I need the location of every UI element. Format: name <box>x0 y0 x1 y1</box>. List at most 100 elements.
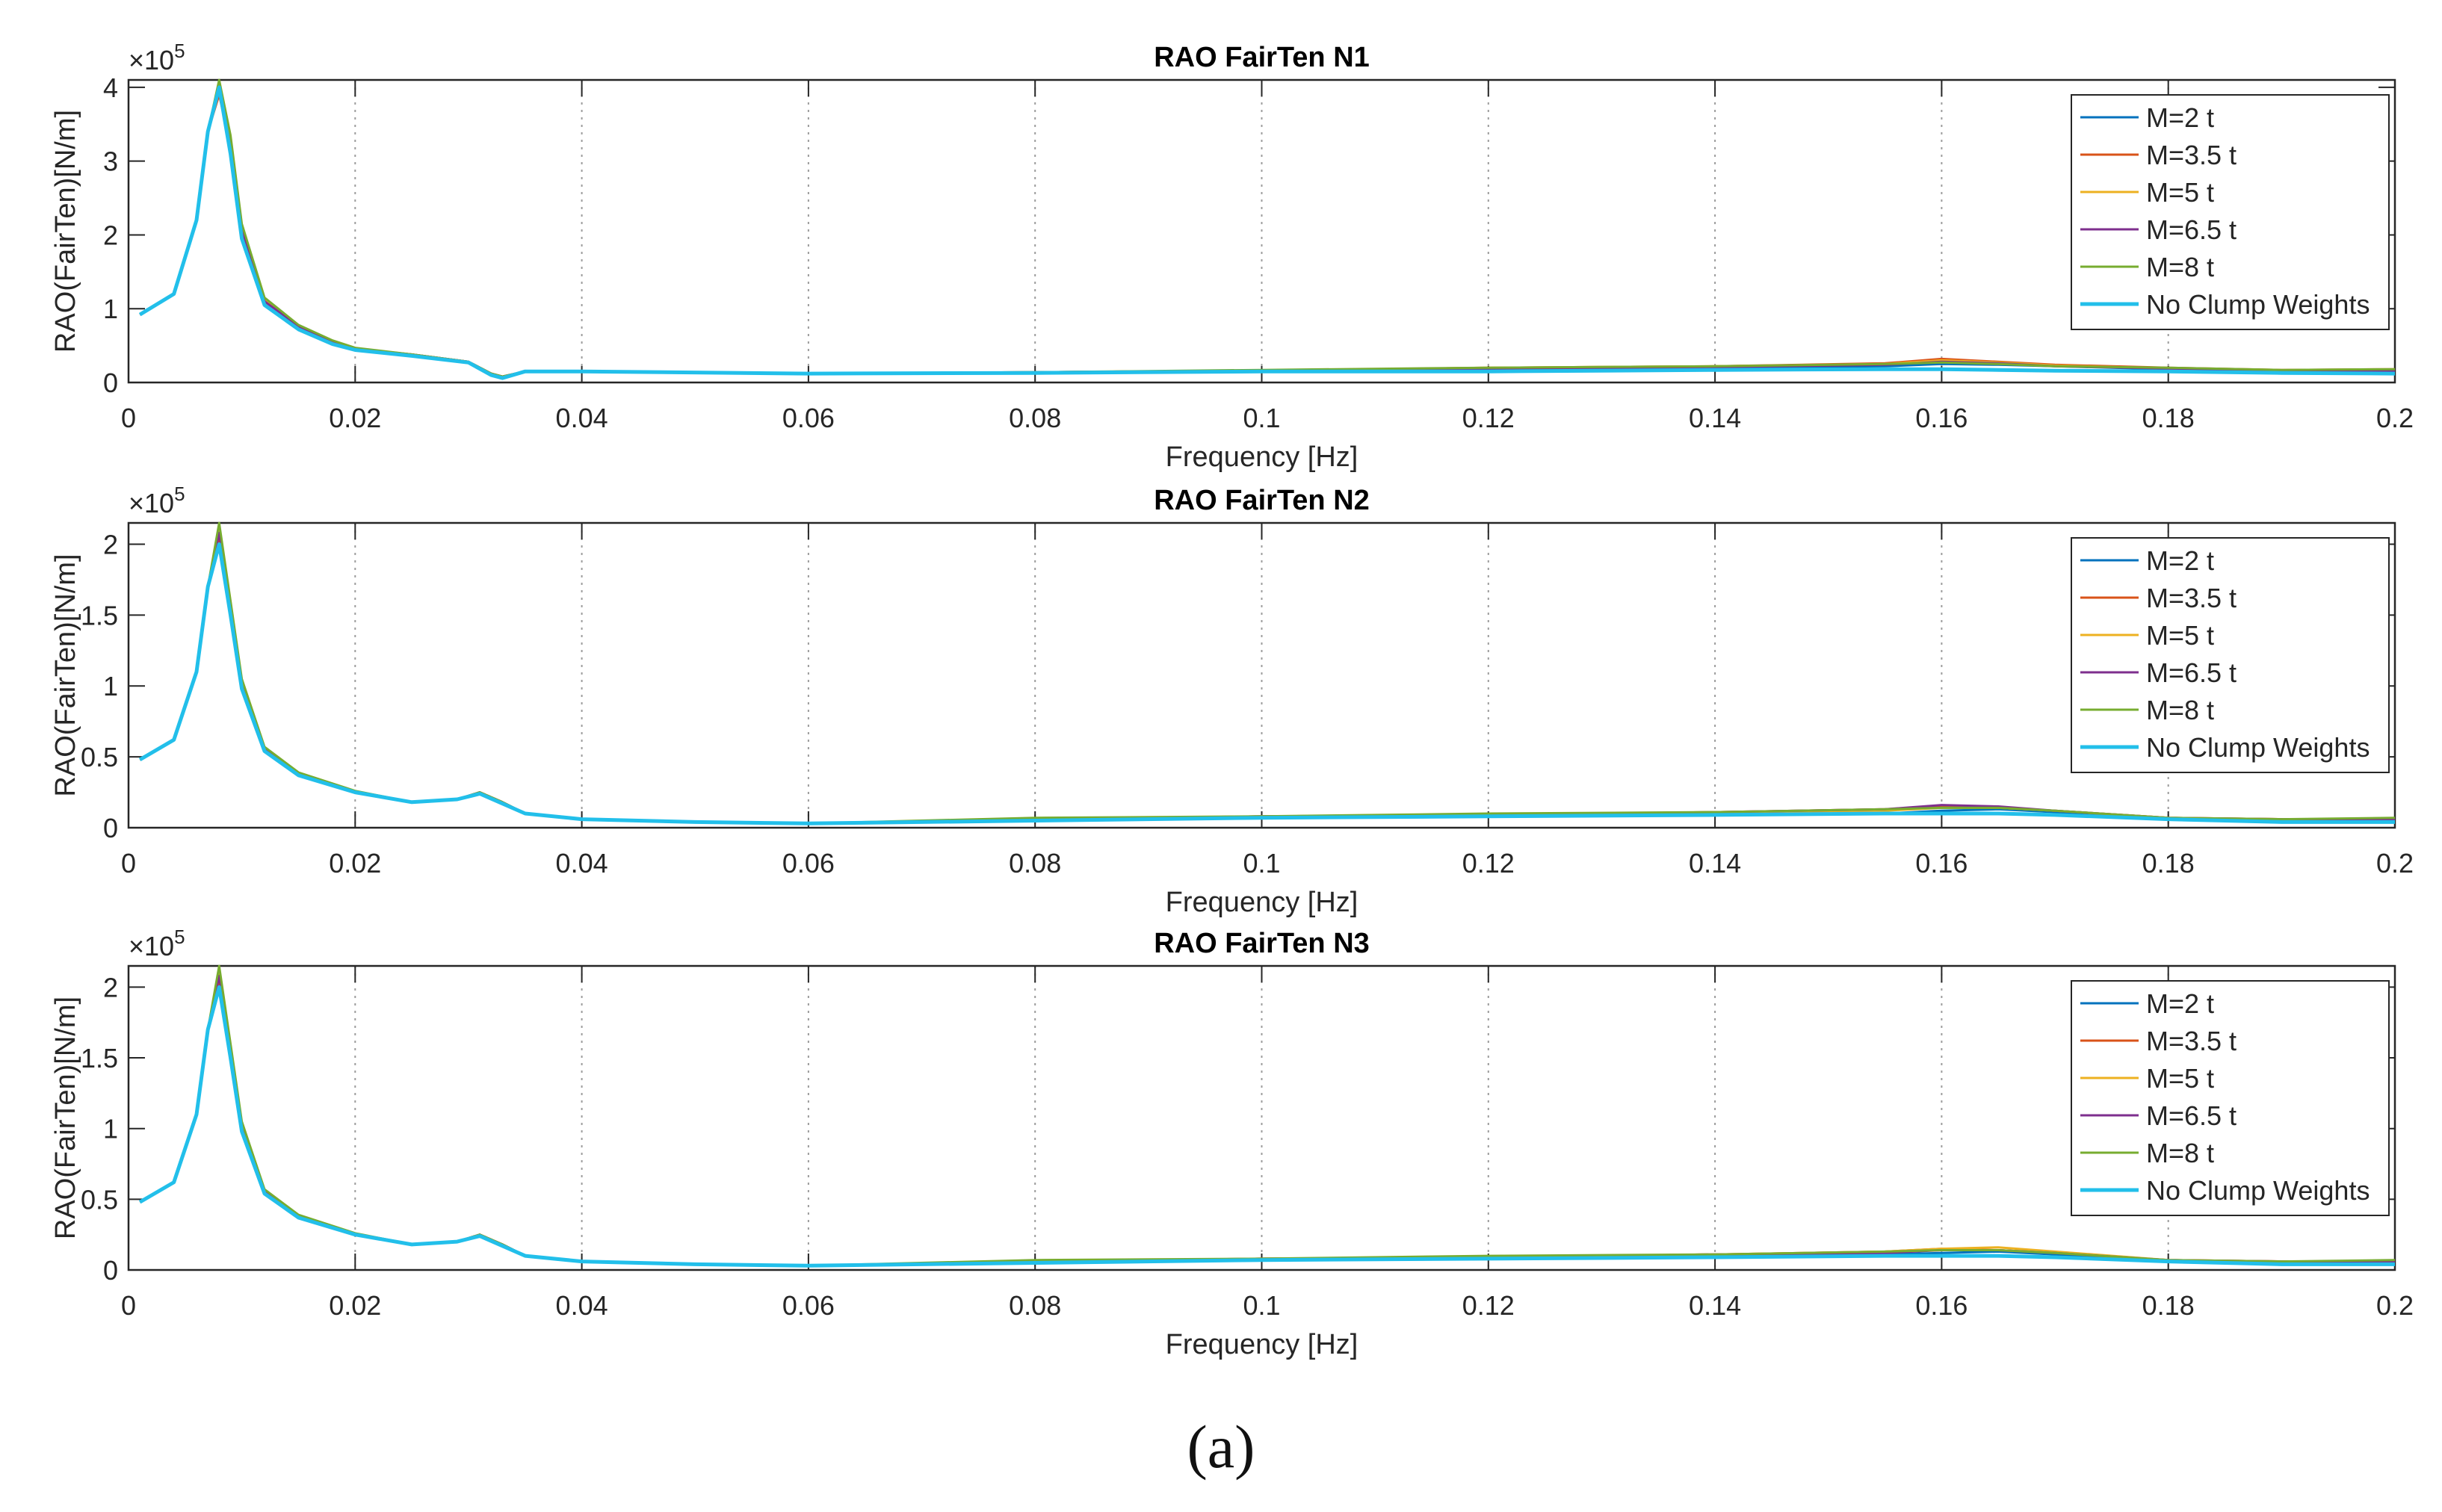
series-line-5 <box>139 964 2396 1267</box>
figure-caption: (a) <box>1187 1413 1255 1481</box>
x-tick-label: 0.16 <box>1915 403 1967 433</box>
x-tick-label: 0 <box>121 1290 136 1321</box>
x-axis-label: Frequency [Hz] <box>1166 887 1358 918</box>
x-tick-label: 0.2 <box>2376 403 2414 433</box>
legend: M=2 t M=3.5 t M=5 t M=6.5 t M=8 t No Clump We… <box>2071 980 2390 1216</box>
y-axis-label: RAO(FairTen)[N/m] <box>50 997 81 1239</box>
x-tick-label: 0.2 <box>2376 848 2414 879</box>
legend-label: M=8 t <box>2146 695 2214 725</box>
y-axis-label: RAO(FairTen)[N/m] <box>50 554 81 796</box>
legend-label: M=3.5 t <box>2146 1026 2237 1056</box>
y-tick-label: 0 <box>103 368 118 398</box>
legend-label: M=2 t <box>2146 102 2214 133</box>
legend-label: M=5 t <box>2146 177 2214 208</box>
legend-label: M=8 t <box>2146 1138 2214 1168</box>
y-tick-label: 0.5 <box>81 742 118 772</box>
legend-label: M=5 t <box>2146 620 2214 651</box>
series-line-3 <box>139 526 2395 825</box>
x-tick-label: 0.14 <box>1689 848 1741 879</box>
legend-label: M=3.5 t <box>2146 583 2237 613</box>
x-tick-label: 0.1 <box>1243 848 1280 879</box>
x-tick-label: 0.2 <box>2376 1290 2414 1321</box>
legend: M=2 t M=3.5 t M=5 t M=6.5 t M=8 t No Clump We… <box>2071 537 2390 773</box>
series-line-4 <box>139 531 2395 825</box>
series-line-4 <box>139 974 2395 1267</box>
y-tick-label: 4 <box>103 72 118 103</box>
legend-label: M=3.5 t <box>2146 140 2237 170</box>
series-line-3 <box>139 82 2396 378</box>
legend-label: M=6.5 t <box>2146 1100 2237 1131</box>
x-tick-label: 0.08 <box>1009 403 1061 433</box>
y-tick-label: 1 <box>103 671 118 701</box>
x-tick-label: 0.06 <box>782 1290 835 1321</box>
y-tick-label: 0 <box>103 813 118 843</box>
x-tick-label: 0 <box>121 848 136 879</box>
y-tick-label: 1.5 <box>81 600 118 630</box>
y-axis-label: RAO(FairTen)[N/m] <box>50 110 81 353</box>
y-tick-label: 2 <box>103 972 118 1003</box>
series-line-5 <box>139 521 2396 825</box>
y-tick-label: 1 <box>103 1114 118 1144</box>
x-axis-label: Frequency [Hz] <box>1166 1329 1358 1360</box>
series-line-1 <box>139 86 2395 378</box>
legend-box <box>2071 537 2390 773</box>
chart-title: RAO FairTen N3 <box>1154 928 1370 959</box>
y-tick-label: 3 <box>103 146 118 177</box>
x-tick-label: 0.14 <box>1689 1290 1741 1321</box>
y-tick-label: 0.5 <box>81 1184 118 1215</box>
x-tick-label: 0.06 <box>782 848 835 879</box>
legend-label: M=6.5 t <box>2146 214 2237 245</box>
x-tick-label: 0.08 <box>1009 848 1061 879</box>
x-tick-label: 0.14 <box>1689 403 1741 433</box>
x-tick-label: 0.04 <box>556 1290 608 1321</box>
y-exponent-label: ×105 <box>129 926 185 961</box>
y-tick-label: 1.5 <box>81 1043 118 1073</box>
x-tick-label: 0.06 <box>782 403 835 433</box>
series-line-5 <box>139 78 2396 378</box>
x-tick-label: 0.04 <box>556 403 608 433</box>
y-tick-label: 2 <box>103 529 118 560</box>
series-line-6 <box>138 542 2395 825</box>
series-line-4 <box>139 90 2395 378</box>
y-tick-label: 2 <box>103 220 118 250</box>
legend-label: M=6.5 t <box>2146 657 2237 688</box>
legend-label: No Clump Weights <box>2146 289 2370 320</box>
x-tick-label: 0.16 <box>1915 848 1967 879</box>
x-tick-label: 0.02 <box>329 1290 381 1321</box>
x-tick-label: 0.1 <box>1243 403 1280 433</box>
x-tick-label: 0.12 <box>1462 403 1515 433</box>
x-tick-label: 0.12 <box>1462 1290 1515 1321</box>
legend-label: M=8 t <box>2146 252 2214 282</box>
series-line-2 <box>139 93 2396 378</box>
x-tick-label: 0.18 <box>2142 403 2195 433</box>
series-line-2 <box>139 979 2395 1267</box>
legend-label: No Clump Weights <box>2146 1175 2370 1206</box>
legend-label: M=2 t <box>2146 545 2214 576</box>
series-line-2 <box>139 536 2395 825</box>
y-tick-label: 1 <box>103 294 118 324</box>
series-line-1 <box>139 972 2395 1267</box>
legend-label: M=5 t <box>2146 1063 2214 1094</box>
y-exponent-label: ×105 <box>129 483 185 518</box>
series-line-6 <box>138 85 2396 380</box>
x-tick-label: 0.16 <box>1915 1290 1967 1321</box>
y-tick-label: 0 <box>103 1255 118 1286</box>
legend: M=2 t M=3.5 t M=5 t M=6.5 t M=8 t No Clump We… <box>2071 94 2390 330</box>
chart-panel-2: 0 0.02 0.04 0.06 0.08 0.1 0.12 0.14 0.16 0.18 0.2 0… <box>50 483 2414 918</box>
series-line-1 <box>139 529 2395 825</box>
x-tick-label: 0 <box>121 403 136 433</box>
legend-box <box>2071 980 2390 1216</box>
x-tick-label: 0.18 <box>2142 1290 2195 1321</box>
series-line-3 <box>139 969 2395 1267</box>
x-tick-label: 0.18 <box>2142 848 2195 879</box>
x-axis-label: Frequency [Hz] <box>1166 441 1358 473</box>
chart-title: RAO FairTen N1 <box>1154 42 1370 73</box>
x-tick-label: 0.02 <box>329 403 381 433</box>
series-line-6 <box>138 985 2395 1268</box>
x-tick-label: 0.02 <box>329 848 381 879</box>
chart-title: RAO FairTen N2 <box>1154 485 1370 516</box>
legend-box <box>2071 94 2390 330</box>
legend-label: No Clump Weights <box>2146 732 2370 763</box>
legend-label: M=2 t <box>2146 988 2214 1019</box>
